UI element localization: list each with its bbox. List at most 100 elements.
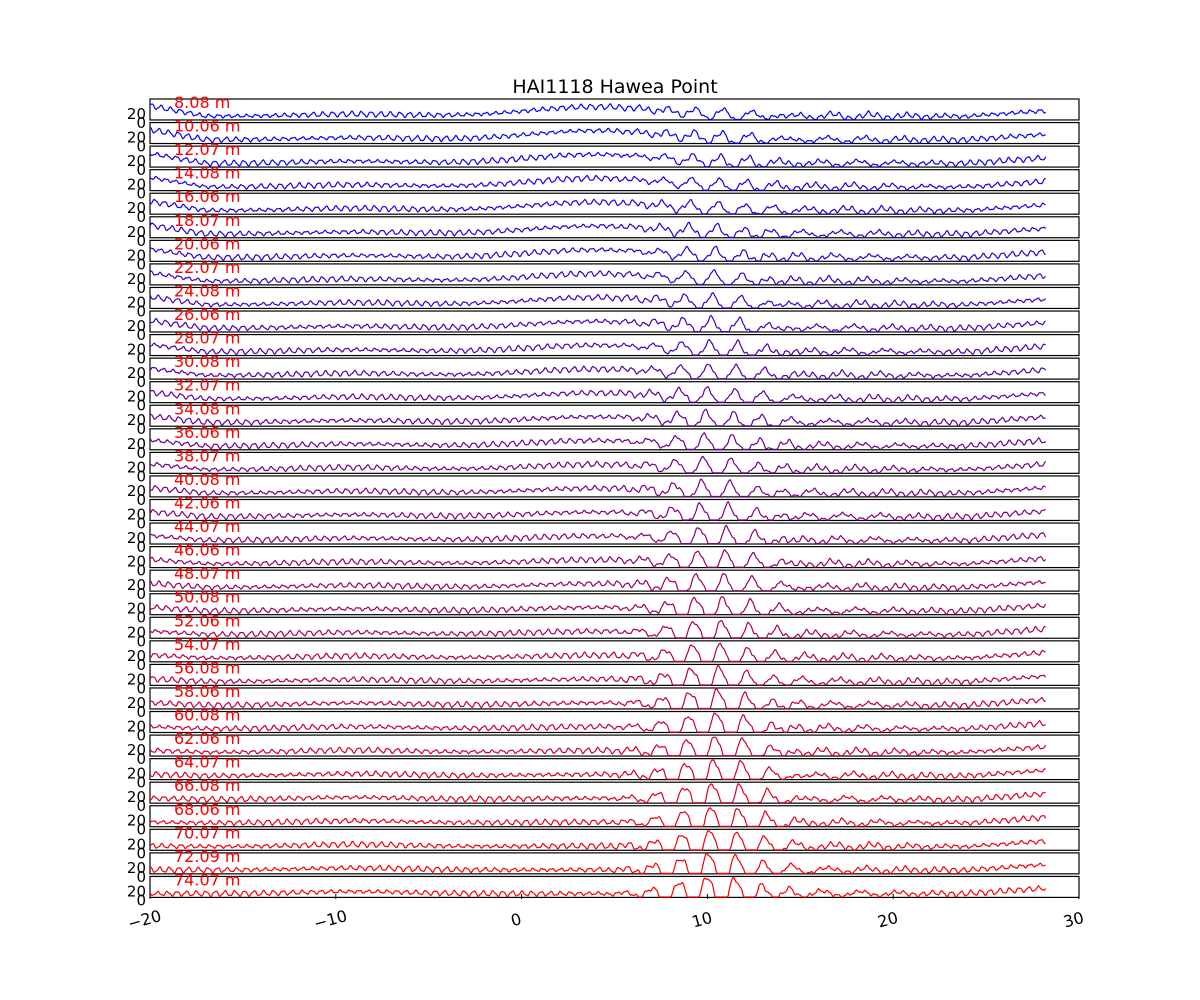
ytick-label: 20 bbox=[127, 129, 146, 147]
ytick-label: 20 bbox=[127, 364, 146, 382]
ytick-label: 0 bbox=[136, 562, 146, 580]
panel-frame bbox=[149, 546, 1080, 569]
trace-line bbox=[149, 549, 1047, 568]
depth-label: 8.08 m bbox=[174, 93, 230, 112]
ytick-label: 0 bbox=[136, 679, 146, 697]
trace-line bbox=[149, 314, 1046, 333]
ytick-label: 20 bbox=[127, 765, 146, 783]
trace-panel: 62.06 m 200 bbox=[127, 729, 1080, 768]
trace-panel: 74.07 m 200 bbox=[127, 870, 1080, 909]
xtick-label: 20 bbox=[875, 908, 900, 932]
trace-panel: 46.06 m 200 bbox=[127, 541, 1080, 580]
ytick-label: 0 bbox=[136, 585, 146, 603]
depth-label: 18.07 m bbox=[174, 211, 240, 230]
depth-label: 50.08 m bbox=[174, 588, 240, 607]
panel-frame bbox=[149, 192, 1080, 215]
trace-line bbox=[149, 736, 1047, 757]
ytick-label: 20 bbox=[127, 623, 146, 641]
panel-frame bbox=[149, 569, 1080, 592]
chart-title: HAI1118 Hawea Point bbox=[512, 76, 717, 98]
ytick-label: 20 bbox=[127, 741, 146, 759]
trace-panel: 18.07 m 200 bbox=[127, 211, 1080, 250]
depth-label: 58.06 m bbox=[174, 682, 240, 701]
ytick-label: 0 bbox=[136, 609, 146, 627]
ytick-label: 0 bbox=[136, 797, 146, 815]
depth-label: 14.08 m bbox=[174, 164, 240, 183]
ytick-label: 20 bbox=[127, 600, 146, 618]
trace-panel: 14.08 m 200 bbox=[127, 164, 1080, 203]
panel-frame bbox=[149, 121, 1080, 145]
panel-frame bbox=[149, 169, 1080, 192]
panel-frame bbox=[149, 663, 1080, 686]
ytick-label: 0 bbox=[136, 232, 146, 250]
trace-panel: 66.08 m 200 bbox=[127, 776, 1080, 815]
ytick-label: 0 bbox=[136, 750, 146, 768]
trace-line bbox=[149, 268, 1046, 286]
trace-line bbox=[149, 363, 1047, 380]
ytick-label: 20 bbox=[127, 576, 146, 594]
panel-frame bbox=[149, 381, 1080, 404]
trace-panel: 22.07 m 200 bbox=[127, 258, 1080, 297]
panel-frame bbox=[149, 758, 1080, 781]
trace-line bbox=[149, 151, 1047, 168]
ytick-label: 20 bbox=[127, 670, 146, 688]
trace-panel: 38.07 m 200 bbox=[127, 446, 1080, 485]
ytick-label: 20 bbox=[127, 717, 146, 735]
ytick-label: 0 bbox=[136, 514, 146, 532]
trace-line bbox=[149, 478, 1046, 498]
ytick-label: 0 bbox=[136, 656, 146, 674]
ytick-label: 20 bbox=[127, 388, 146, 406]
ytick-label: 20 bbox=[127, 152, 146, 170]
depth-label: 28.07 m bbox=[174, 329, 240, 348]
xtick-label: 10 bbox=[690, 908, 715, 932]
trace-panel: 26.06 m 200 bbox=[127, 305, 1080, 344]
ytick-label: 0 bbox=[136, 444, 146, 462]
trace-line bbox=[149, 807, 1047, 828]
ytick-label: 20 bbox=[127, 835, 146, 853]
ytick-label: 0 bbox=[136, 326, 146, 344]
depth-label: 44.07 m bbox=[174, 517, 240, 536]
trace-line bbox=[149, 712, 1046, 733]
trace-line bbox=[149, 852, 1046, 875]
depth-label: 54.07 m bbox=[174, 635, 240, 654]
trace-panel: 52.06 m 200 bbox=[127, 611, 1080, 650]
ytick-label: 0 bbox=[136, 138, 146, 156]
ytick-label: 20 bbox=[127, 458, 146, 476]
depth-label: 70.07 m bbox=[174, 823, 240, 842]
panel-frame bbox=[149, 498, 1080, 522]
trace-line bbox=[149, 126, 1046, 144]
ytick-label: 0 bbox=[136, 774, 146, 792]
panel-frame bbox=[149, 522, 1080, 545]
panel-frame bbox=[149, 805, 1080, 828]
ytick-label: 20 bbox=[127, 505, 146, 523]
ytick-label: 20 bbox=[127, 270, 146, 288]
panel-frame bbox=[149, 640, 1080, 663]
ytick-label: 20 bbox=[127, 317, 146, 335]
ytick-label: 0 bbox=[136, 467, 146, 485]
depth-label: 24.08 m bbox=[174, 281, 240, 300]
panel-frame bbox=[149, 310, 1080, 333]
depth-label: 68.06 m bbox=[174, 800, 240, 819]
ytick-label: 20 bbox=[127, 199, 146, 217]
xtick-label: 30 bbox=[1061, 908, 1086, 932]
depth-label: 34.08 m bbox=[174, 399, 240, 418]
ytick-label: 20 bbox=[127, 812, 146, 830]
trace-panel: 42.06 m 200 bbox=[127, 494, 1080, 532]
trace-panel: 70.07 m 200 bbox=[127, 823, 1080, 862]
ytick-label: 20 bbox=[127, 223, 146, 241]
trace-panel: 58.06 m 200 bbox=[127, 682, 1080, 721]
ytick-label: 20 bbox=[127, 482, 146, 500]
depth-label: 30.08 m bbox=[174, 352, 240, 371]
trace-panel: 20.06 m 200 bbox=[127, 234, 1080, 273]
trace-line bbox=[149, 245, 1046, 262]
panel-frame bbox=[149, 98, 1080, 121]
trace-panel: 56.08 m 200 bbox=[127, 658, 1080, 697]
trace-line bbox=[149, 292, 1047, 309]
ytick-label: 20 bbox=[127, 882, 146, 900]
trace-panel: 72.09 m 200 bbox=[127, 847, 1080, 886]
ytick-label: 20 bbox=[127, 553, 146, 571]
depth-label: 20.06 m bbox=[174, 234, 240, 253]
trace-line bbox=[149, 174, 1046, 191]
panel-frame bbox=[149, 781, 1080, 804]
